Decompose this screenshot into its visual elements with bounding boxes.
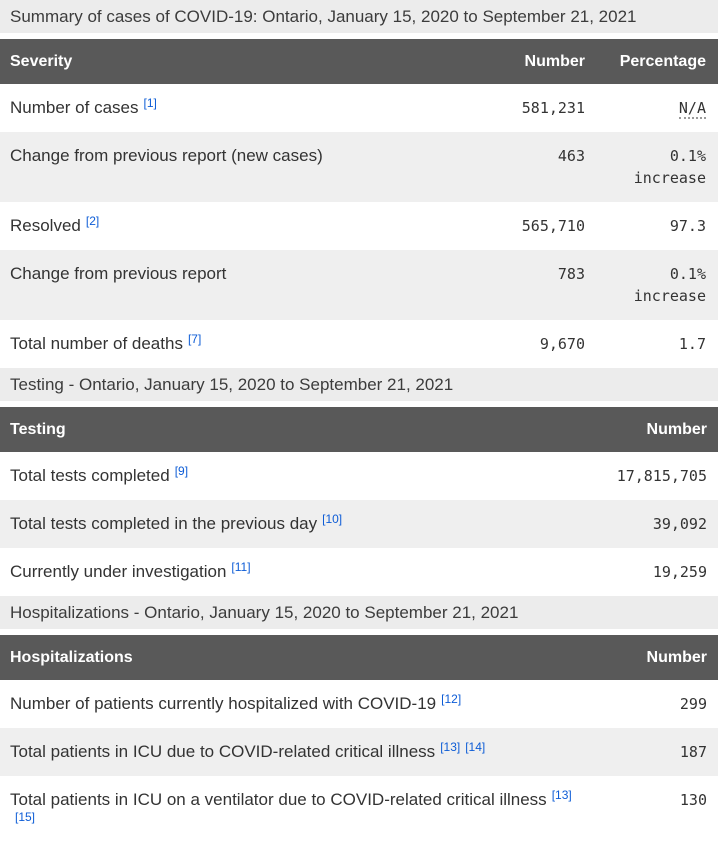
testing-section: Testing - Ontario, January 15, 2020 to S… bbox=[0, 368, 718, 596]
footnote-sup: [7] bbox=[183, 332, 201, 346]
summary-caption: Summary of cases of COVID-19: Ontario, J… bbox=[0, 0, 718, 33]
col-header-hospitalizations: Hospitalizations bbox=[0, 635, 588, 680]
row-label: Total patients in ICU on a ventilator du… bbox=[10, 790, 547, 809]
percentage-extra: increase bbox=[633, 287, 706, 305]
row-label: Total number of deaths bbox=[10, 334, 183, 353]
row-label: Number of patients currently hospitalize… bbox=[10, 694, 437, 713]
row-number-value: 39,092 bbox=[652, 515, 707, 533]
row-percentage-cell: N/A bbox=[595, 84, 718, 132]
percentage-value: 0.1% bbox=[669, 147, 706, 165]
col-header-severity: Severity bbox=[0, 39, 480, 84]
row-percentage-cell: 0.1% increase bbox=[595, 250, 718, 320]
row-number-value: 783 bbox=[557, 265, 585, 283]
footnote-link[interactable]: [2] bbox=[85, 214, 100, 228]
summary-section: Summary of cases of COVID-19: Ontario, J… bbox=[0, 0, 718, 368]
footnote-sup: [13] [15] bbox=[10, 788, 572, 824]
row-number-value: 581,231 bbox=[521, 99, 585, 117]
table-row-change-new-cases: Change from previous report (new cases) … bbox=[0, 132, 718, 202]
row-label: Currently under investigation bbox=[10, 562, 227, 581]
footnote-link[interactable]: [1] bbox=[143, 96, 157, 110]
hospitalizations-header-row: Hospitalizations Number bbox=[0, 635, 718, 680]
hospitalizations-caption: Hospitalizations - Ontario, January 15, … bbox=[0, 596, 718, 629]
table-row-change-previous: Change from previous report 783 0.1% incr… bbox=[0, 250, 718, 320]
hospitalizations-section: Hospitalizations - Ontario, January 15, … bbox=[0, 596, 718, 846]
row-number-value: 299 bbox=[679, 695, 707, 713]
footnote-sup: [13] [14] bbox=[435, 740, 485, 754]
testing-table: Testing Number Total tests completed [9] … bbox=[0, 407, 718, 596]
row-number-value: 19,259 bbox=[652, 563, 707, 581]
table-row-total-deaths: Total number of deaths [7] 9,670 1.7 bbox=[0, 320, 718, 368]
row-percentage-cell: 97.3 bbox=[595, 202, 718, 250]
footnote-link[interactable]: [10] bbox=[322, 512, 343, 526]
row-percentage-cell: 1.7 bbox=[595, 320, 718, 368]
row-number-value: 187 bbox=[679, 743, 707, 761]
table-row-tests-previous-day: Total tests completed in the previous da… bbox=[0, 500, 718, 548]
percentage-value: 1.7 bbox=[678, 335, 706, 353]
footnote-link[interactable]: [9] bbox=[174, 464, 189, 478]
footnote-link[interactable]: [11] bbox=[231, 560, 251, 574]
table-row-number-of-cases: Number of cases [1] 581,231 N/A bbox=[0, 84, 718, 132]
col-header-number: Number bbox=[588, 407, 718, 452]
footnote-sup: [10] bbox=[317, 512, 342, 526]
percentage-extra: increase bbox=[633, 169, 706, 187]
table-row-currently-hospitalized: Number of patients currently hospitalize… bbox=[0, 680, 718, 728]
row-number-value: 130 bbox=[679, 791, 707, 809]
footnote-sup: [12] bbox=[436, 692, 461, 706]
col-header-number: Number bbox=[588, 635, 718, 680]
footnote-link[interactable]: [13] bbox=[551, 788, 572, 802]
col-header-percentage: Percentage bbox=[595, 39, 718, 84]
footnote-link[interactable]: [12] bbox=[441, 692, 462, 706]
row-label: Total tests completed in the previous da… bbox=[10, 514, 318, 533]
testing-caption: Testing - Ontario, January 15, 2020 to S… bbox=[0, 368, 718, 401]
footnote-sup: [9] bbox=[170, 464, 188, 478]
footnote-link[interactable]: [15] bbox=[15, 810, 36, 824]
hospitalizations-table: Hospitalizations Number Number of patien… bbox=[0, 635, 718, 846]
col-header-testing: Testing bbox=[0, 407, 588, 452]
row-label: Total patients in ICU due to COVID-relat… bbox=[10, 742, 436, 761]
row-number-value: 463 bbox=[557, 147, 585, 165]
footnote-sup: [11] bbox=[226, 560, 250, 574]
col-header-number: Number bbox=[480, 39, 595, 84]
row-number-value: 17,815,705 bbox=[616, 467, 707, 485]
row-number-value: 9,670 bbox=[539, 335, 585, 353]
row-label: Total tests completed bbox=[10, 466, 170, 485]
table-row-icu-ventilator: Total patients in ICU on a ventilator du… bbox=[0, 776, 718, 846]
table-row-icu: Total patients in ICU due to COVID-relat… bbox=[0, 728, 718, 776]
footnote-link[interactable]: [13] bbox=[440, 740, 461, 754]
table-row-total-tests: Total tests completed [9] 17,815,705 bbox=[0, 452, 718, 500]
footnote-link[interactable]: [7] bbox=[187, 332, 202, 346]
testing-header-row: Testing Number bbox=[0, 407, 718, 452]
row-label: Change from previous report (new cases) bbox=[10, 146, 323, 165]
summary-header-row: Severity Number Percentage bbox=[0, 39, 718, 84]
row-label: Number of cases bbox=[10, 98, 139, 117]
row-percentage-cell: 0.1% increase bbox=[595, 132, 718, 202]
footnote-sup: [2] bbox=[81, 214, 99, 228]
percentage-value: 97.3 bbox=[669, 217, 706, 235]
row-label: Change from previous report bbox=[10, 264, 227, 283]
percentage-value: 0.1% bbox=[669, 265, 706, 283]
footnote-sup: [1] bbox=[139, 96, 157, 110]
na-abbr: N/A bbox=[678, 99, 706, 119]
table-row-resolved: Resolved [2] 565,710 97.3 bbox=[0, 202, 718, 250]
table-row-under-investigation: Currently under investigation [11] 19,259 bbox=[0, 548, 718, 596]
row-number-value: 565,710 bbox=[521, 217, 585, 235]
footnote-link[interactable]: [14] bbox=[465, 740, 486, 754]
summary-table: Severity Number Percentage Number of cas… bbox=[0, 39, 718, 368]
row-label: Resolved bbox=[10, 216, 81, 235]
